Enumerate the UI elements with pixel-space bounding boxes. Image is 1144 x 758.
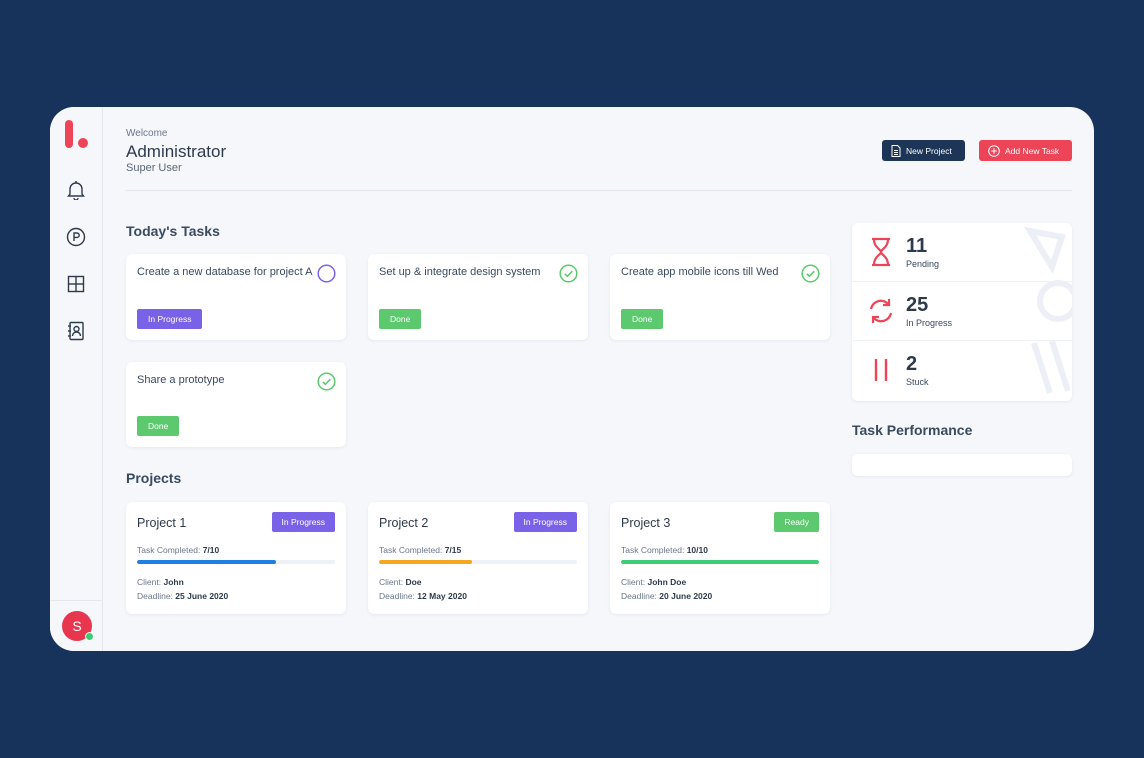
deadline-line: Deadline: 20 June 2020 — [621, 591, 713, 601]
stat-value: 11 — [906, 235, 928, 257]
task-title: Create app mobile icons till Wed — [621, 266, 779, 278]
check-circle-icon[interactable] — [801, 264, 820, 283]
document-icon — [891, 144, 901, 157]
status-badge: Done — [621, 309, 664, 329]
task-completed-value: 10/10 — [686, 545, 708, 555]
task-card[interactable]: Share a prototype Done — [126, 362, 346, 447]
deadline-date: 20 June 2020 — [659, 591, 713, 601]
status-badge: In Progress — [137, 309, 203, 329]
progress-bar — [137, 560, 335, 564]
progress-fill — [379, 560, 473, 564]
project-card[interactable]: Project 2 In Progress Task Completed: 7/… — [368, 502, 588, 614]
task-title: Create a new database for project A — [137, 266, 313, 278]
pending-circle-icon[interactable] — [317, 264, 336, 283]
task-completed-label: Task Completed: 7/10 — [137, 545, 220, 555]
online-status-dot — [85, 632, 94, 641]
status-badge: Done — [137, 416, 180, 436]
client-name: John — [163, 577, 184, 587]
stat-label: Pending — [906, 259, 940, 269]
app-window: S Welcome Administrator Super User New P… — [50, 107, 1094, 651]
tasks-section-title: Today's Tasks — [126, 223, 220, 239]
sync-icon — [867, 295, 895, 327]
task-title: Share a prototype — [137, 374, 225, 386]
project-name: Project 3 — [621, 516, 671, 530]
welcome-text: Welcome — [126, 128, 168, 139]
project-name: Project 2 — [379, 516, 429, 530]
client-line: Client: John Doe — [621, 577, 687, 587]
new-project-label: New Project — [906, 145, 952, 156]
deadline-date: 12 May 2020 — [417, 591, 467, 601]
avatar[interactable]: S — [62, 611, 94, 641]
plus-circle-icon — [988, 144, 1000, 157]
user-name: Administrator — [126, 142, 227, 161]
user-role: Super User — [126, 162, 182, 174]
task-completed-label: Task Completed: 10/10 — [621, 545, 708, 555]
status-badge: Ready — [774, 512, 819, 532]
check-circle-icon[interactable] — [317, 372, 336, 391]
deadline-line: Deadline: 25 June 2020 — [137, 591, 229, 601]
progress-fill — [137, 560, 276, 564]
stat-label: In Progress — [906, 318, 953, 328]
check-circle-icon[interactable] — [559, 264, 578, 283]
new-project-button[interactable]: New Project — [882, 140, 965, 161]
stat-pending: 11 Pending — [852, 223, 1072, 282]
stat-label: Stuck — [906, 377, 929, 387]
performance-section-title: Task Performance — [852, 422, 973, 438]
progress-bar — [621, 560, 819, 564]
status-badge: In Progress — [271, 512, 335, 532]
task-stats-card: 11 Pending 25 In Progress — [852, 223, 1072, 401]
progress-fill — [621, 560, 819, 564]
brand-logo[interactable] — [63, 119, 91, 151]
client-line: Client: Doe — [379, 577, 422, 587]
task-card[interactable]: Create app mobile icons till Wed Done — [610, 254, 830, 340]
stat-stuck: 2 Stuck — [852, 341, 1072, 400]
deadline-date: 25 June 2020 — [175, 591, 229, 601]
add-task-label: Add New Task — [1005, 145, 1060, 156]
sidebar-divider — [50, 600, 103, 601]
client-name: John Doe — [647, 577, 687, 587]
background-decoration — [1023, 226, 1072, 394]
stat-value: 25 — [906, 294, 929, 316]
project-name: Project 1 — [137, 516, 187, 530]
avatar-initial: S — [72, 618, 82, 634]
sidebar: S — [50, 107, 103, 651]
pause-icon — [867, 354, 895, 386]
add-new-task-button[interactable]: Add New Task — [979, 140, 1072, 161]
task-completed-value: 7/10 — [202, 545, 220, 555]
client-name: Doe — [405, 577, 422, 587]
task-title: Set up & integrate design system — [379, 266, 541, 278]
stat-value: 2 — [906, 353, 918, 375]
projects-section-title: Projects — [126, 470, 182, 486]
progress-bar — [379, 560, 577, 564]
parking-circle-icon[interactable] — [65, 226, 87, 248]
task-card[interactable]: Create a new database for project A In P… — [126, 254, 346, 340]
task-completed-value: 7/15 — [444, 545, 462, 555]
contacts-book-icon[interactable] — [65, 320, 87, 342]
deadline-line: Deadline: 12 May 2020 — [379, 591, 467, 601]
status-badge: Done — [379, 309, 422, 329]
project-card[interactable]: Project 3 Ready Task Completed: 10/10 Cl… — [610, 502, 830, 614]
status-badge: In Progress — [513, 512, 577, 532]
stat-in-progress: 25 In Progress — [852, 282, 1072, 341]
project-card[interactable]: Project 1 In Progress Task Completed: 7/… — [126, 502, 346, 614]
hourglass-icon — [867, 236, 895, 268]
bell-icon[interactable] — [65, 179, 87, 201]
header-divider — [126, 190, 1072, 191]
task-card[interactable]: Set up & integrate design system Done — [368, 254, 588, 340]
grid-icon[interactable] — [65, 273, 87, 295]
task-completed-label: Task Completed: 7/15 — [379, 545, 462, 555]
client-line: Client: John — [137, 577, 184, 587]
performance-chart-card — [852, 454, 1072, 476]
